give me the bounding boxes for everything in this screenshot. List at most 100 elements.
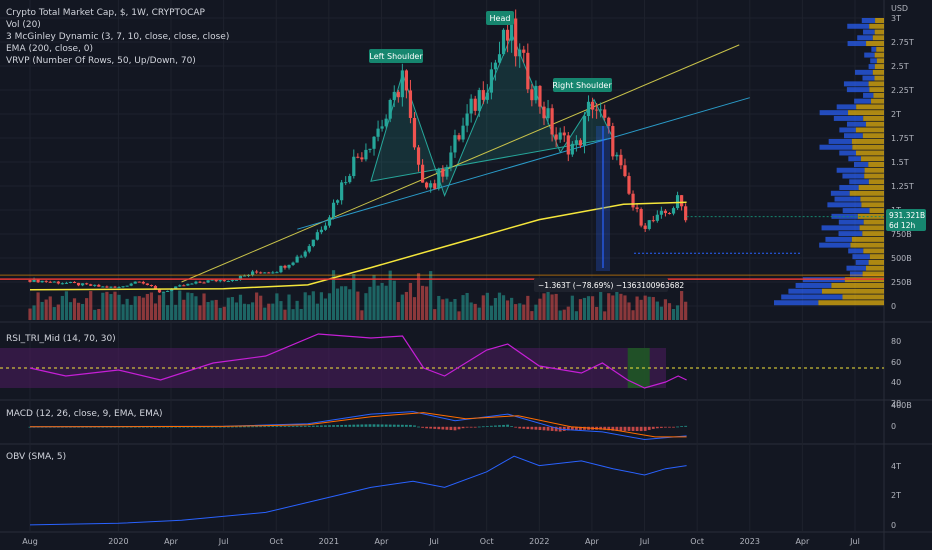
candle-body (218, 280, 222, 282)
volume-bar (133, 296, 137, 320)
volume-bar (461, 295, 465, 320)
volume-bar (263, 307, 267, 320)
candle-body (607, 117, 611, 127)
volume-profile-row (874, 29, 884, 35)
candle-body (671, 208, 676, 214)
candle-body (566, 135, 570, 155)
volume-bar (153, 303, 158, 320)
volume-bar (230, 297, 234, 320)
macd-histogram-bar (162, 426, 165, 428)
right-shoulder-label[interactable]: Right Shoulder (552, 78, 612, 92)
legend-vol[interactable]: Vol (20) (6, 20, 41, 30)
volume-bar (493, 298, 498, 320)
trendline-support[interactable] (181, 44, 740, 283)
candle-body (368, 148, 372, 150)
candle-body (283, 265, 287, 268)
volume-profile-row (868, 259, 884, 265)
time-tick-label: Jul (428, 537, 439, 546)
chart-title[interactable]: Crypto Total Market Cap, $, 1W, CRYPTOCA… (6, 8, 206, 18)
volume-profile-row (863, 92, 874, 98)
volume-profile-row (852, 144, 884, 150)
volume-profile-row (874, 64, 884, 70)
macd-histogram-bar (453, 426, 457, 431)
volume-bar (497, 292, 502, 320)
candle-body (137, 281, 141, 283)
candle-body (68, 281, 73, 283)
price-axis[interactable]: USD 3T2.75T2.5T2.25T2T1.75T1.5T1.25T1T75… (891, 4, 914, 311)
legend-vrvp[interactable]: VRVP (Number Of Rows, 50, Up/Down, 70) (6, 56, 196, 66)
volume-bar (384, 285, 388, 320)
macd-histogram-bar (311, 425, 315, 427)
macd-histogram-bar (137, 426, 141, 428)
volume-bar (566, 306, 570, 320)
candle-body (303, 251, 307, 257)
price-tick-label: 1.75T (891, 134, 914, 143)
candle-body (595, 109, 599, 111)
volume-bar (441, 299, 445, 320)
volume-bar (48, 296, 52, 320)
candle-body (340, 182, 344, 201)
candle-body (635, 207, 639, 209)
price-badge[interactable]: 931.321B 6d 12h (886, 209, 926, 231)
trendline-neckline[interactable] (297, 97, 750, 230)
volume-bar (655, 301, 659, 320)
measure-tool[interactable]: −1.363T (−78.69%) −1363100963682 (534, 126, 684, 292)
volume-bar (619, 293, 623, 320)
candle-body (263, 272, 267, 274)
head-label[interactable]: Head (486, 11, 514, 25)
volume-bar (420, 285, 425, 320)
volume-bars (28, 270, 688, 320)
legend-mcginley[interactable]: 3 McGinley Dynamic (3, 7, 10, close, clo… (6, 32, 229, 42)
macd-histogram-bar (437, 426, 441, 430)
volume-bar (586, 296, 591, 320)
time-tick-label: Apr (585, 537, 600, 546)
volume-profile-row (819, 144, 853, 150)
volume-profile-row (869, 254, 884, 260)
obv-title[interactable]: OBV (SMA, 5) (6, 452, 66, 462)
candle-body (44, 280, 48, 282)
time-axis[interactable]: Aug 2020 Apr Jul Oct 2021 Apr Jul Oct 2022 Apr Jul O… (22, 537, 860, 546)
volume-bar (170, 291, 174, 320)
candle-body (170, 288, 174, 291)
volume-profile-row (869, 208, 884, 214)
volume-bar (546, 290, 550, 320)
volume-bar (319, 292, 324, 320)
candle-body (161, 291, 166, 293)
volume-bar (246, 304, 251, 320)
volume-profile-row (866, 41, 884, 47)
macd-histogram-bar (356, 424, 360, 427)
rsi-tick-40: 40 (891, 378, 901, 387)
candle-body (530, 89, 534, 101)
volume-bar (222, 306, 226, 320)
volume-profile-row (855, 127, 884, 133)
macd-histogram-bar (299, 425, 303, 427)
volume-bar (44, 299, 48, 320)
candle-body (655, 214, 659, 221)
left-shoulder-label[interactable]: Left Shoulder (369, 49, 423, 63)
macd-histogram-bar (129, 426, 133, 428)
volume-profile-row (869, 87, 884, 93)
candle-body (639, 208, 643, 226)
macd-histogram-bar (481, 426, 485, 428)
candle-body (684, 206, 688, 221)
volume-bar (392, 280, 396, 320)
macd-title[interactable]: MACD (12, 26, close, 9, EMA, EMA) (6, 409, 163, 419)
volume-profile-row (871, 98, 884, 104)
candle-body (574, 140, 578, 144)
legend[interactable]: Crypto Total Market Cap, $, 1W, CRYPTOCA… (6, 8, 229, 66)
macd-histogram-bar (388, 424, 392, 427)
macd-histogram-bar (259, 426, 263, 428)
volume-profile-row (864, 167, 884, 173)
candle-body (675, 195, 680, 209)
volume-bar (445, 298, 449, 320)
candle-body (48, 281, 52, 283)
rsi-title[interactable]: RSI_TRI_Mid (14, 70, 30) (6, 334, 116, 344)
right-shoulder-label-bg (553, 78, 612, 92)
volume-bar (574, 311, 578, 320)
grid (0, 0, 884, 532)
legend-ema[interactable]: EMA (200, close, 0) (6, 44, 93, 54)
volume-bar (675, 305, 680, 320)
candle-body (493, 62, 498, 70)
volume-bar (105, 291, 109, 320)
